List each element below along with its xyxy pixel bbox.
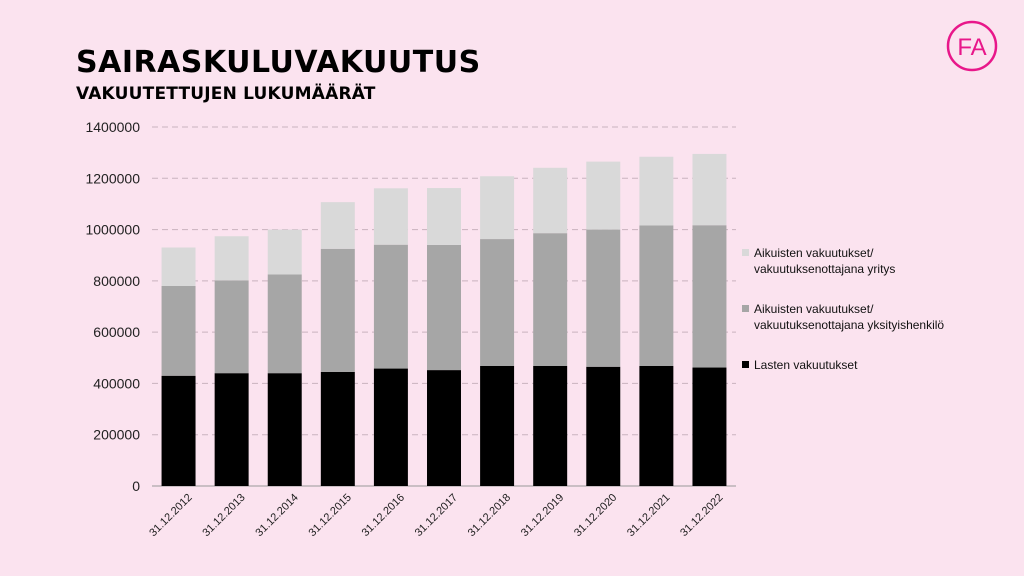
bar-segment bbox=[639, 156, 674, 226]
x-tick-label: 31.12.2012 bbox=[147, 492, 194, 539]
legend-swatch-company bbox=[742, 249, 749, 256]
legend-label-children: Lasten vakuutukset bbox=[754, 358, 858, 372]
legend-item-children: Lasten vakuutukset bbox=[742, 357, 1022, 373]
bar-segment bbox=[214, 280, 249, 374]
bar-segment bbox=[214, 236, 249, 281]
bar-segment bbox=[533, 365, 568, 486]
x-tick-label: 31.12.2016 bbox=[360, 492, 407, 539]
y-tick-label: 600000 bbox=[93, 324, 140, 340]
bar-segment bbox=[427, 244, 461, 371]
page-subtitle: VAKUUTETTUJEN LUKUMÄÄRÄT bbox=[76, 84, 376, 104]
page-title: SAIRASKULUVAKUUTUS bbox=[76, 45, 481, 80]
legend-label-company-line1: Aikuisten vakuutukset/ bbox=[754, 246, 874, 260]
bar-segment bbox=[480, 176, 515, 240]
x-tick-label: 31.12.2013 bbox=[200, 492, 247, 539]
legend-item-private: Aikuisten vakuutukset/ vakuutuksenottaja… bbox=[742, 301, 1022, 333]
bar-segment bbox=[533, 167, 568, 234]
bar-segment bbox=[320, 202, 355, 249]
bar-segment bbox=[161, 285, 196, 376]
x-tick-label: 31.12.2014 bbox=[253, 492, 300, 539]
bar-segment bbox=[161, 375, 196, 486]
bar-segment bbox=[427, 188, 461, 245]
bar-segment bbox=[320, 248, 355, 372]
logo-text: FA bbox=[957, 34, 986, 61]
x-tick-label: 31.12.2022 bbox=[678, 492, 725, 539]
bar-segment bbox=[692, 153, 727, 226]
bar-segment bbox=[639, 365, 674, 486]
bar-segment bbox=[692, 225, 727, 368]
bar-segment bbox=[267, 274, 302, 374]
chart-legend: Aikuisten vakuutukset/ vakuutuksenottaja… bbox=[742, 245, 1022, 391]
x-tick-label: 31.12.2021 bbox=[625, 492, 672, 539]
bar-segment bbox=[480, 365, 515, 486]
y-tick-label: 200000 bbox=[93, 427, 140, 443]
x-tick-label: 31.12.2019 bbox=[519, 492, 566, 539]
x-tick-label: 31.12.2015 bbox=[307, 492, 354, 539]
y-tick-label: 1400000 bbox=[85, 119, 140, 135]
bar-segment bbox=[373, 368, 408, 486]
y-tick-label: 1000000 bbox=[85, 222, 140, 238]
bar-segment bbox=[267, 229, 302, 275]
bar-segment bbox=[586, 229, 621, 367]
bar-segment bbox=[586, 161, 621, 230]
bar-segment bbox=[533, 233, 568, 366]
bar-segment bbox=[161, 247, 196, 286]
bar-segment bbox=[427, 370, 461, 486]
bar-segment bbox=[586, 366, 621, 486]
y-tick-label: 800000 bbox=[93, 273, 140, 289]
bar-segment bbox=[480, 239, 515, 366]
bar-segment bbox=[320, 371, 355, 486]
bar-segment bbox=[373, 188, 408, 245]
legend-swatch-private bbox=[742, 305, 749, 312]
x-tick-label: 31.12.2018 bbox=[466, 492, 513, 539]
x-tick-label: 31.12.2020 bbox=[572, 492, 619, 539]
y-tick-label: 1200000 bbox=[85, 170, 140, 186]
legend-label-company-line2: vakuutuksenottajana yritys bbox=[754, 262, 896, 276]
bar-segment bbox=[267, 373, 302, 486]
bar-segment bbox=[214, 373, 249, 486]
bar-segment bbox=[639, 225, 674, 366]
legend-label-private-line1: Aikuisten vakuutukset/ bbox=[754, 302, 874, 316]
fa-logo-icon: FA bbox=[946, 20, 998, 72]
bar-segment bbox=[373, 244, 408, 369]
legend-label-private-line2: vakuutuksenottajana yksityishenkilö bbox=[754, 318, 945, 332]
legend-swatch-children bbox=[742, 361, 749, 368]
bar-segment bbox=[692, 367, 727, 486]
legend-item-company: Aikuisten vakuutukset/ vakuutuksenottaja… bbox=[742, 245, 1022, 277]
y-tick-label: 0 bbox=[132, 478, 140, 494]
x-tick-label: 31.12.2017 bbox=[413, 492, 460, 539]
y-tick-label: 400000 bbox=[93, 375, 140, 391]
